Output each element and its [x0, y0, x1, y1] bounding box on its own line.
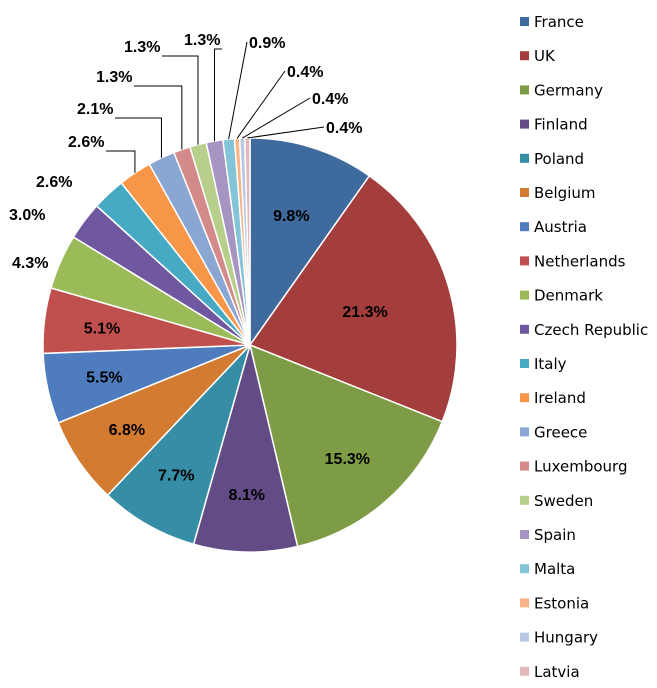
legend-label-czech-republic: Czech Republic [534, 321, 648, 339]
legend-swatch-czech-republic [520, 324, 529, 334]
legend-swatch-ireland [520, 393, 529, 403]
legend-swatch-france [520, 17, 529, 26]
legend-label-malta: Malta [534, 560, 575, 578]
pie-slices [42, 137, 458, 553]
legend-swatch-germany [520, 85, 529, 95]
legend-label-denmark: Denmark [534, 287, 603, 305]
data-label-france: 9.8% [273, 208, 309, 225]
legend-swatch-denmark [520, 290, 529, 300]
leader-line-ireland [106, 150, 136, 173]
data-label-luxembourg: 1.3% [96, 69, 132, 86]
data-label-sweden: 1.3% [124, 39, 160, 56]
leader-line-estonia [236, 70, 286, 139]
legend-label-austria: Austria [534, 218, 587, 236]
legend-label-germany: Germany [534, 81, 603, 99]
legend-label-sweden: Sweden [534, 492, 593, 510]
legend-swatch-spain [520, 530, 529, 539]
legend-swatch-poland [520, 153, 529, 163]
legend-label-italy: Italy [534, 355, 567, 373]
legend-label-estonia: Estonia [534, 594, 589, 612]
data-label-spain: 1.3% [184, 32, 220, 49]
legend-label-ireland: Ireland [534, 389, 586, 407]
leader-line-greece [115, 117, 162, 158]
legend-swatch-belgium [520, 188, 529, 197]
leader-lines [106, 41, 325, 173]
pie-slice-germany [248, 343, 444, 548]
legend: France UK Germany Finland Poland Belgium Austr… [520, 13, 648, 681]
data-label-ireland: 2.6% [68, 134, 104, 151]
leader-line-hungary [241, 97, 311, 139]
legend-label-belgium: Belgium [534, 184, 596, 202]
leader-line-sweden [162, 55, 199, 145]
data-label-belgium: 6.8% [109, 422, 145, 439]
legend-label-uk: UK [534, 47, 556, 65]
legend-swatch-finland [520, 119, 529, 129]
data-label-estonia: 0.4% [287, 64, 323, 81]
legend-label-luxembourg: Luxembourg [534, 458, 628, 476]
leader-line-luxembourg [134, 85, 183, 150]
data-label-poland: 7.7% [158, 468, 194, 485]
data-label-uk: 21.3% [342, 304, 387, 321]
legend-label-latvia: Latvia [534, 663, 580, 681]
data-label-austria: 5.5% [86, 370, 122, 387]
leader-line-spain [213, 48, 222, 142]
legend-label-poland: Poland [534, 150, 584, 168]
data-label-italy: 2.6% [36, 174, 72, 191]
leader-line-malta [228, 41, 248, 140]
data-label-germany: 15.3% [325, 451, 370, 468]
legend-label-finland: Finland [534, 116, 588, 134]
legend-swatch-sweden [520, 495, 529, 505]
data-label-latvia: 0.4% [326, 120, 362, 137]
data-labels: 9.8% 21.3% 15.3% 8.1% 7.7% 6.8% 5.5% 5.1% 4.3% 3.… [9, 32, 388, 504]
legend-label-france: France [534, 13, 584, 31]
legend-swatch-estonia [520, 598, 529, 608]
data-label-czech-republic: 3.0% [9, 207, 45, 224]
legend-swatch-netherlands [520, 256, 529, 266]
pie-slice-uk [248, 174, 458, 423]
data-label-finland: 8.1% [228, 487, 264, 504]
legend-swatch-hungary [520, 632, 529, 642]
legend-label-spain: Spain [534, 526, 576, 544]
leader-line-latvia [247, 126, 325, 139]
data-label-netherlands: 5.1% [84, 320, 120, 337]
legend-swatch-luxembourg [520, 461, 529, 471]
data-label-greece: 2.1% [77, 101, 113, 118]
pie-slice-finland [192, 342, 299, 553]
legend-swatch-austria [520, 222, 529, 232]
legend-swatch-greece [520, 427, 529, 437]
legend-label-netherlands: Netherlands [534, 252, 626, 270]
pie-slice-france [249, 137, 371, 348]
legend-swatch-malta [520, 564, 529, 574]
pie-slice-poland [106, 344, 251, 546]
legend-swatch-latvia [520, 666, 529, 676]
data-label-hungary: 0.4% [312, 91, 348, 108]
legend-swatch-uk [520, 51, 529, 61]
legend-label-hungary: Hungary [534, 629, 598, 647]
data-label-malta: 0.9% [249, 35, 285, 52]
legend-label-greece: Greece [534, 423, 587, 441]
legend-swatch-italy [520, 359, 529, 368]
data-label-denmark: 4.3% [12, 255, 48, 272]
